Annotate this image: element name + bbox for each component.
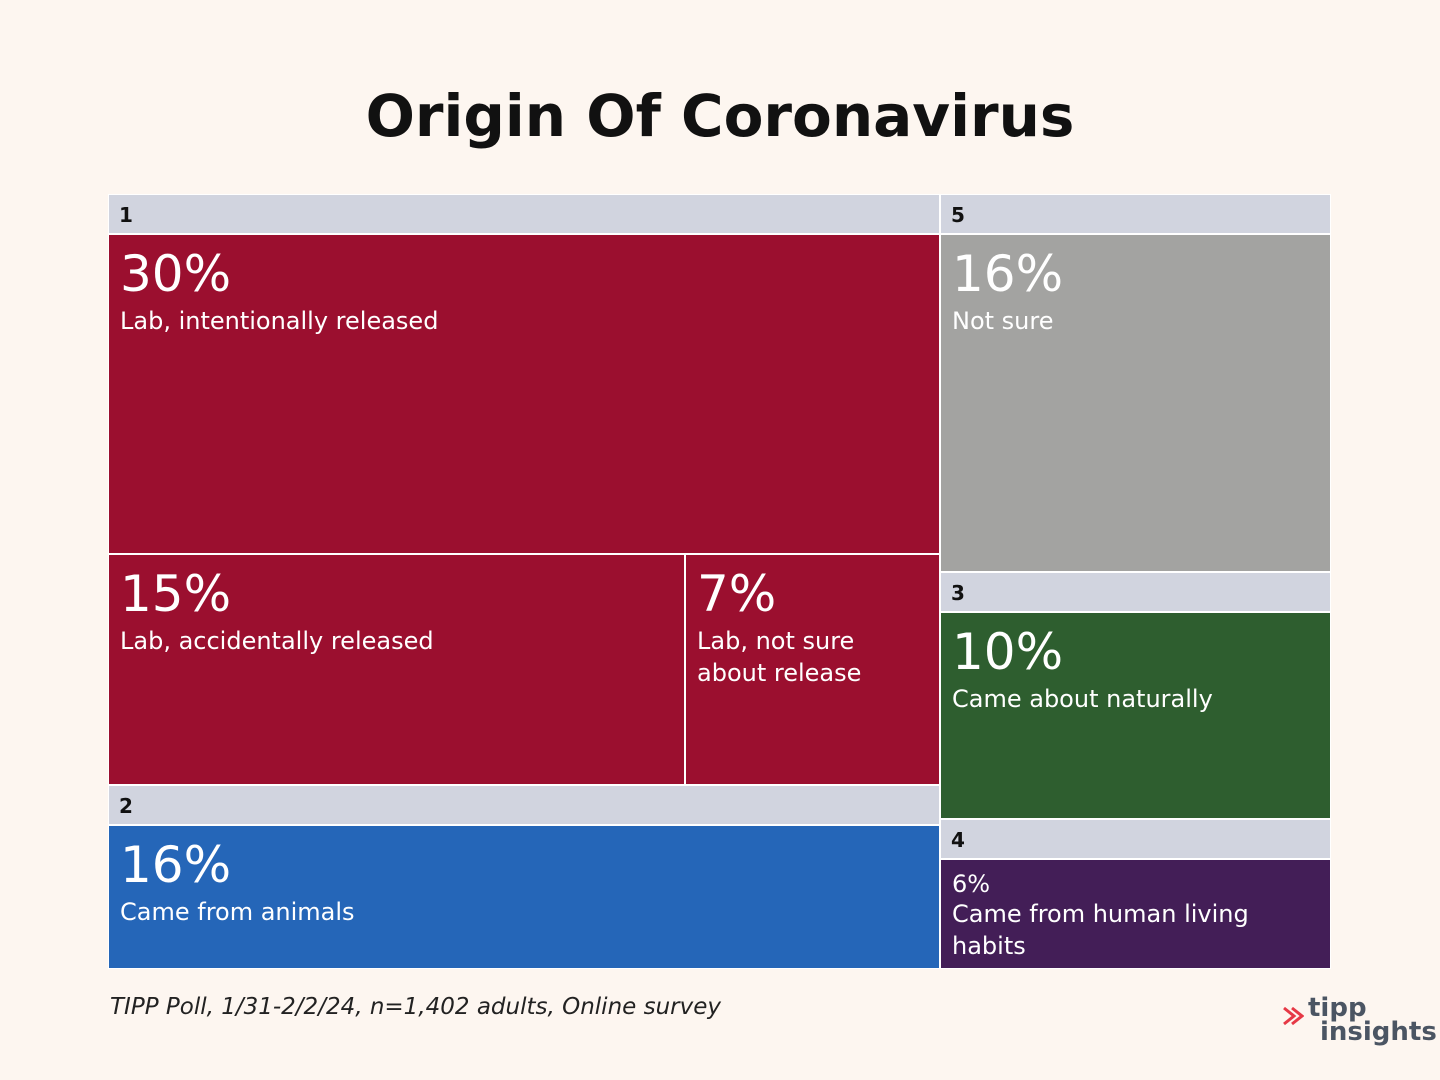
- source-note: TIPP Poll, 1/31-2/2/24, n=1,402 adults, …: [110, 994, 722, 1020]
- cell-value-label: 7%: [697, 565, 777, 623]
- group-header-1: 1: [108, 194, 940, 234]
- brand-logo: tipp insights: [1280, 995, 1437, 1048]
- cell-category-label: Not sure: [952, 307, 1054, 335]
- cell-category-label: Came from human living habits: [952, 900, 1249, 960]
- cell-category-label: Lab, not sure about release: [697, 627, 862, 687]
- cell-value-label: 16%: [952, 245, 1064, 303]
- cell-value-label: 10%: [952, 623, 1064, 681]
- cell-category-label: Lab, intentionally released: [120, 307, 439, 335]
- treemap-cell: 30% Lab, intentionally released: [108, 234, 940, 554]
- cell-value-label: 6%: [952, 870, 991, 898]
- treemap-cell: 15% Lab, accidentally released: [108, 554, 685, 785]
- cell-category-label: Came from animals: [120, 898, 355, 926]
- cell-category-label: Lab, accidentally released: [120, 627, 434, 655]
- group-header-4: 4: [940, 819, 1331, 859]
- cell-category-label: Came about naturally: [952, 685, 1213, 713]
- brand-line1: tipp: [1308, 993, 1367, 1023]
- cell-value-label: 16%: [120, 836, 232, 894]
- group-header-2: 2: [108, 785, 940, 825]
- chart-title: Origin Of Coronavirus: [365, 82, 1075, 150]
- arrow-icon: [1283, 1006, 1304, 1026]
- treemap-cell: 16% Came from animals: [108, 825, 940, 969]
- cell-value-label: 30%: [120, 245, 232, 303]
- treemap-cell: 6% Came from human living habits: [940, 859, 1331, 969]
- group-header-3: 3: [940, 572, 1331, 612]
- treemap-cell: 16% Not sure: [940, 234, 1331, 572]
- cell-value-label: 15%: [120, 565, 232, 623]
- treemap-cell: 10% Came about naturally: [940, 612, 1331, 819]
- group-header-5: 5: [940, 194, 1331, 234]
- treemap-cell: 7% Lab, not sure about release: [685, 554, 940, 785]
- brand-line2: insights: [1320, 1017, 1437, 1047]
